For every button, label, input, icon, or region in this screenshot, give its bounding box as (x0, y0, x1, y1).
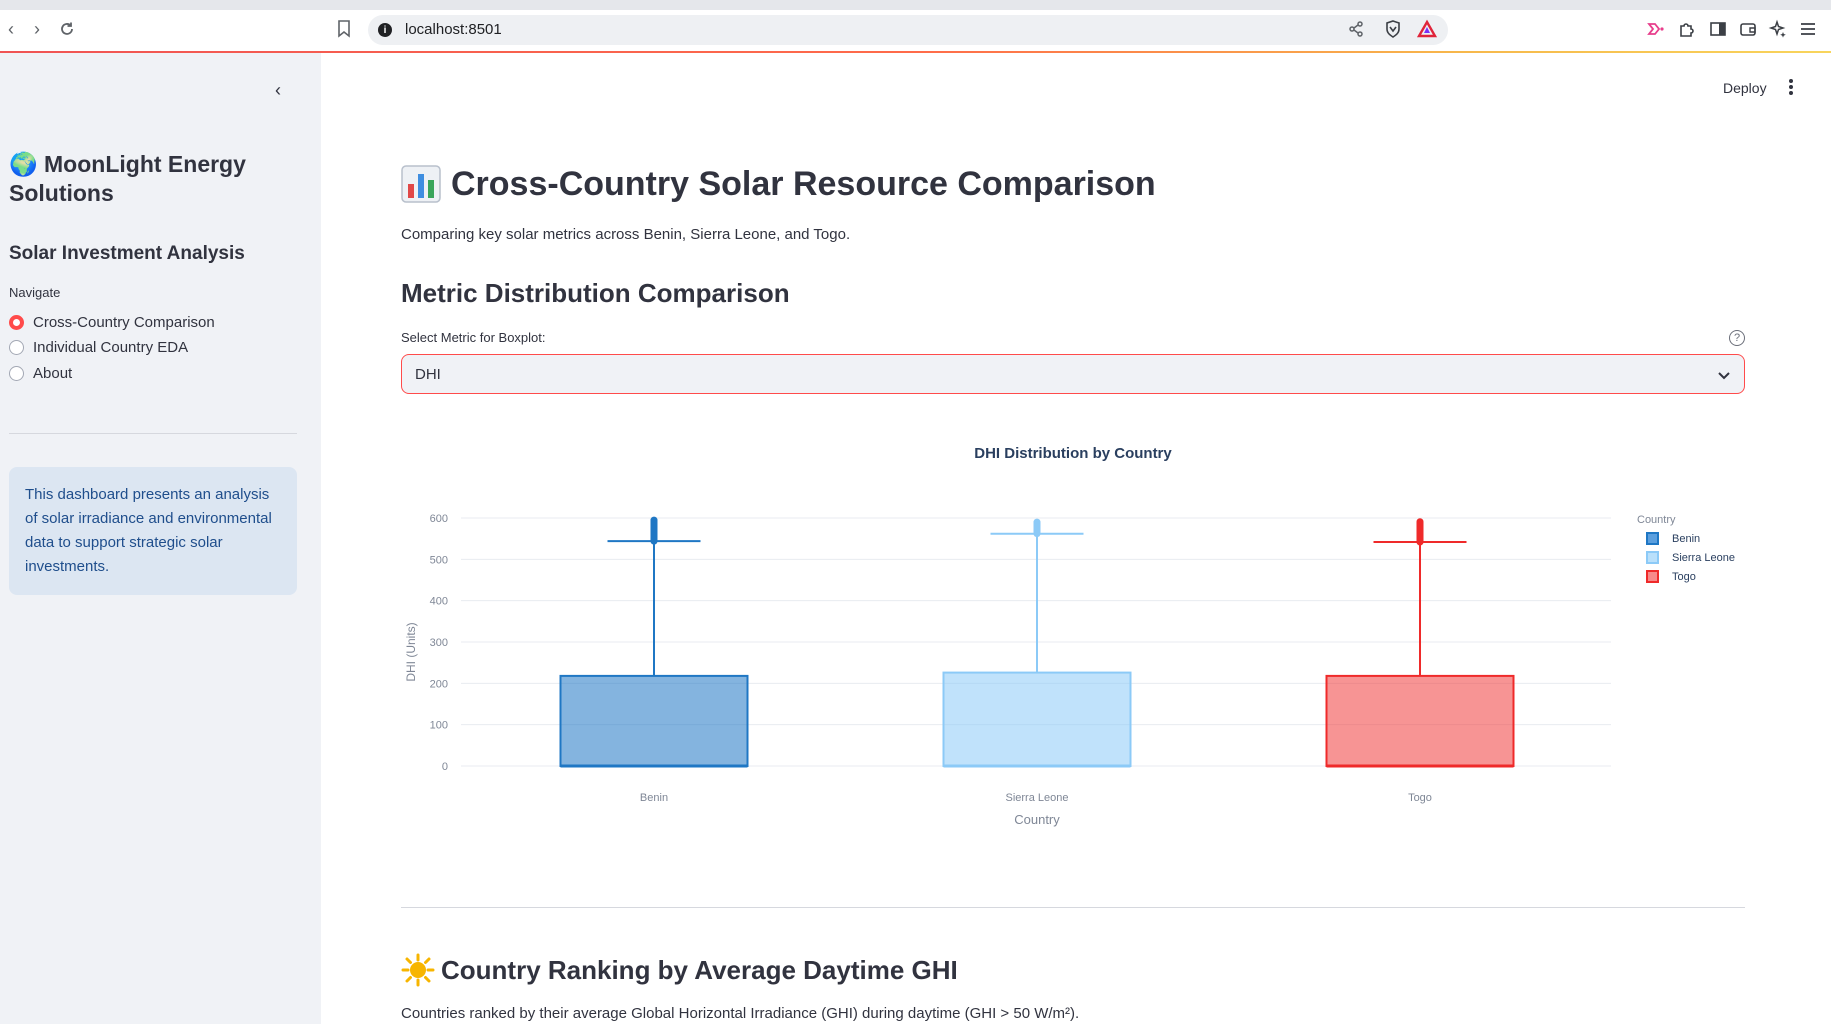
deploy-button[interactable]: Deploy (1723, 80, 1767, 96)
radio-icon[interactable] (9, 366, 24, 381)
info-box: This dashboard presents an analysis of s… (9, 467, 297, 595)
legend-swatch (1646, 551, 1659, 564)
page-title: Cross-Country Solar Resource Comparison (401, 164, 1156, 204)
section-title: Metric Distribution Comparison (401, 278, 790, 308)
y-tick-label: 100 (430, 720, 448, 732)
y-tick-label: 500 (430, 554, 448, 566)
sidebar-toggle-icon[interactable] (1708, 19, 1728, 39)
legend-swatch (1646, 570, 1659, 583)
more-options-icon[interactable] (1788, 78, 1794, 96)
section2-title: Country Ranking by Average Daytime GHI (401, 953, 958, 987)
legend-label: Benin (1672, 532, 1701, 545)
legend-item-benin[interactable]: Benin (1646, 532, 1700, 545)
extensions-icon[interactable] (1677, 19, 1697, 39)
section2-subtitle: Countries ranked by their average Global… (401, 1005, 1080, 1022)
nav-radio-about[interactable]: About (9, 365, 72, 382)
site-info-icon[interactable]: i (378, 23, 392, 37)
browser-progress-line (0, 51, 1831, 53)
sidebar-divider (9, 433, 297, 434)
x-tick-label: Sierra Leone (1006, 792, 1069, 804)
chart-title: DHI Distribution by Country (974, 445, 1172, 462)
url-text[interactable]: localhost:8501 (405, 21, 502, 38)
y-tick-label: 200 (430, 678, 448, 690)
x-tick-label: Togo (1408, 792, 1432, 804)
boxplot-chart: DHI Distribution by Country 0 100 200 300 40… (401, 435, 1745, 835)
nav-item-label: Cross-Country Comparison (33, 314, 215, 331)
collapse-sidebar-icon[interactable]: ‹ (275, 79, 281, 100)
legend-item-sierra-leone[interactable]: Sierra Leone (1646, 551, 1735, 564)
y-axis-label: DHI (Units) (404, 622, 418, 681)
forward-icon[interactable]: › (34, 18, 40, 39)
nav-radio-cross-country[interactable]: Cross-Country Comparison (9, 314, 215, 331)
x-axis-label: Country (1014, 812, 1060, 827)
legend-title: Country (1637, 514, 1676, 526)
section2-title-text: Country Ranking by Average Daytime GHI (441, 954, 958, 985)
legend-item-togo[interactable]: Togo (1646, 570, 1696, 583)
page-title-text: Cross-Country Solar Resource Comparison (451, 164, 1156, 203)
address-bar[interactable] (368, 15, 1448, 45)
metric-select[interactable]: DHI (401, 354, 1745, 394)
nav-label: Navigate (9, 285, 61, 300)
page-subtitle: Comparing key solar metrics across Benin… (401, 226, 851, 243)
select-label: Select Metric for Boxplot: (401, 330, 546, 345)
x-tick-label: Benin (640, 792, 668, 804)
box (559, 674, 749, 767)
chevron-down-icon (1716, 367, 1732, 383)
y-tick-label: 400 (430, 596, 448, 608)
bar-chart-icon (401, 164, 441, 204)
radio-selected-icon[interactable] (9, 315, 24, 330)
help-icon[interactable]: ? (1729, 330, 1745, 346)
legend-label: Sierra Leone (1672, 551, 1735, 564)
nav-radio-individual-eda[interactable]: Individual Country EDA (9, 339, 188, 356)
info-text: This dashboard presents an analysis of s… (25, 486, 272, 575)
chart-svg: 0 100 200 300 400 500 600 DHI (Units) Country Ben… (404, 513, 1611, 827)
browser-top-strip (0, 0, 1831, 10)
y-tick-label: 0 (442, 761, 448, 773)
bookmark-icon[interactable] (337, 20, 351, 38)
box (1325, 674, 1515, 767)
sidebar-subtitle: Solar Investment Analysis (9, 243, 245, 264)
legend-swatch (1646, 532, 1659, 545)
box (942, 671, 1132, 767)
menu-icon[interactable] (1798, 19, 1818, 39)
y-tick-label: 600 (430, 513, 448, 525)
media-icon[interactable] (1646, 19, 1666, 39)
brave-shield-icon[interactable] (1383, 19, 1403, 39)
share-icon[interactable] (1346, 19, 1366, 39)
nav-item-label: Individual Country EDA (33, 339, 189, 356)
y-tick-label: 300 (430, 637, 448, 649)
reload-icon[interactable] (56, 18, 78, 40)
select-value: DHI (415, 366, 441, 383)
nav-item-label: About (33, 365, 73, 382)
sidebar-title: 🌍 MoonLight Energy Solutions (9, 151, 246, 206)
leo-ai-icon[interactable] (1768, 19, 1788, 39)
section-divider (401, 907, 1745, 908)
sun-icon (401, 953, 435, 987)
radio-icon[interactable] (9, 340, 24, 355)
brave-rewards-icon[interactable] (1416, 19, 1438, 39)
legend-label: Togo (1672, 570, 1696, 583)
wallet-icon[interactable] (1738, 19, 1758, 39)
back-icon[interactable]: ‹ (8, 18, 14, 39)
